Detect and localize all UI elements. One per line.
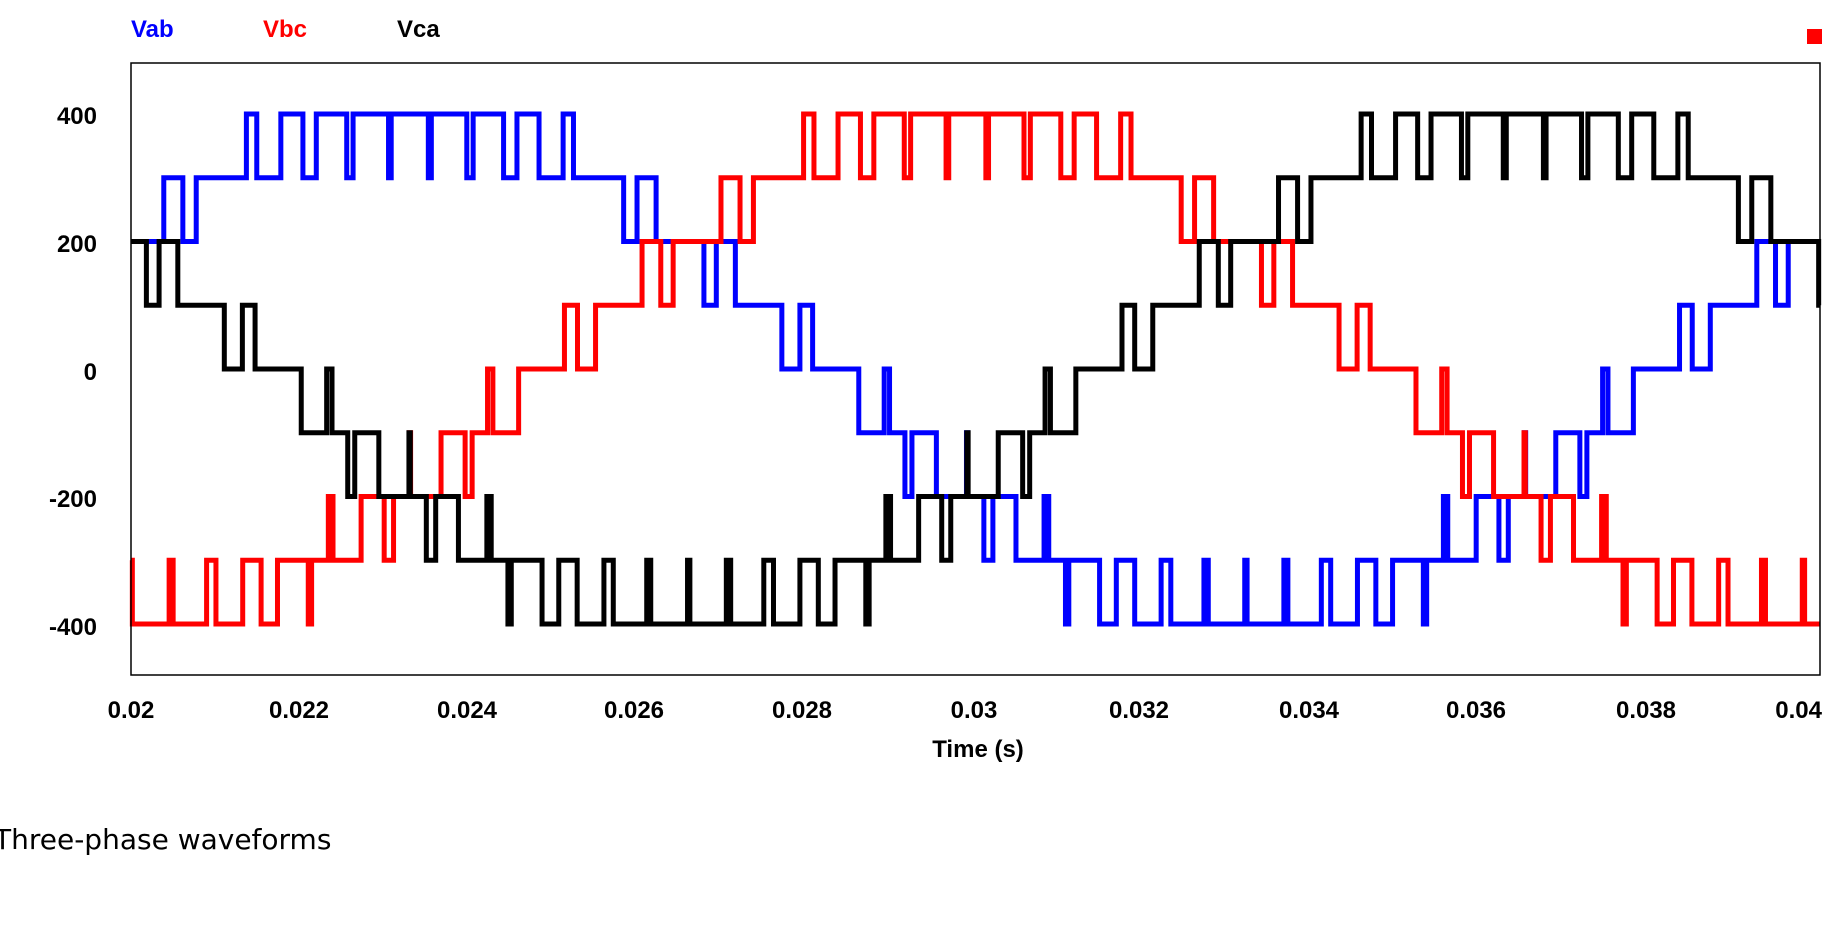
- series-line-vbc: [129, 111, 1820, 627]
- corner-marker: [1807, 29, 1822, 44]
- y-tick-label: 400: [57, 103, 97, 130]
- y-tick-label: 200: [57, 231, 97, 258]
- y-tick-label: -400: [49, 614, 97, 641]
- series-line-vca: [131, 111, 1822, 627]
- figure-caption: Three-phase waveforms: [0, 823, 332, 856]
- x-tick-labels: 0.02 0.022 0.024 0.026 0.028 0.03 0.032 …: [108, 697, 1823, 724]
- x-tick-label: 0.024: [437, 697, 498, 724]
- x-tick-label: 0.034: [1279, 697, 1340, 724]
- x-tick-label: 0.038: [1616, 697, 1676, 724]
- legend: Vab Vbc Vca: [131, 16, 440, 43]
- series-layer: [129, 111, 1822, 627]
- x-tick-label: 0.026: [604, 697, 664, 724]
- x-axis-title: Time (s): [932, 736, 1024, 763]
- x-tick-label: 0.032: [1109, 697, 1169, 724]
- x-tick-label: 0.022: [269, 697, 329, 724]
- x-tick-label: 0.028: [772, 697, 832, 724]
- y-tick-labels: 400 200 0 -200 -400: [49, 103, 97, 641]
- legend-item-vab: Vab: [131, 16, 174, 43]
- plot-frame: [130, 62, 1821, 676]
- x-tick-label: 0.04: [1775, 697, 1822, 724]
- x-tick-label: 0.036: [1446, 697, 1506, 724]
- y-tick-label: 0: [84, 359, 97, 386]
- y-tick-label: -200: [49, 486, 97, 513]
- legend-item-vca: Vca: [397, 16, 440, 43]
- x-tick-label: 0.03: [951, 697, 998, 724]
- legend-item-vbc: Vbc: [263, 16, 307, 43]
- x-tick-label: 0.02: [108, 697, 155, 724]
